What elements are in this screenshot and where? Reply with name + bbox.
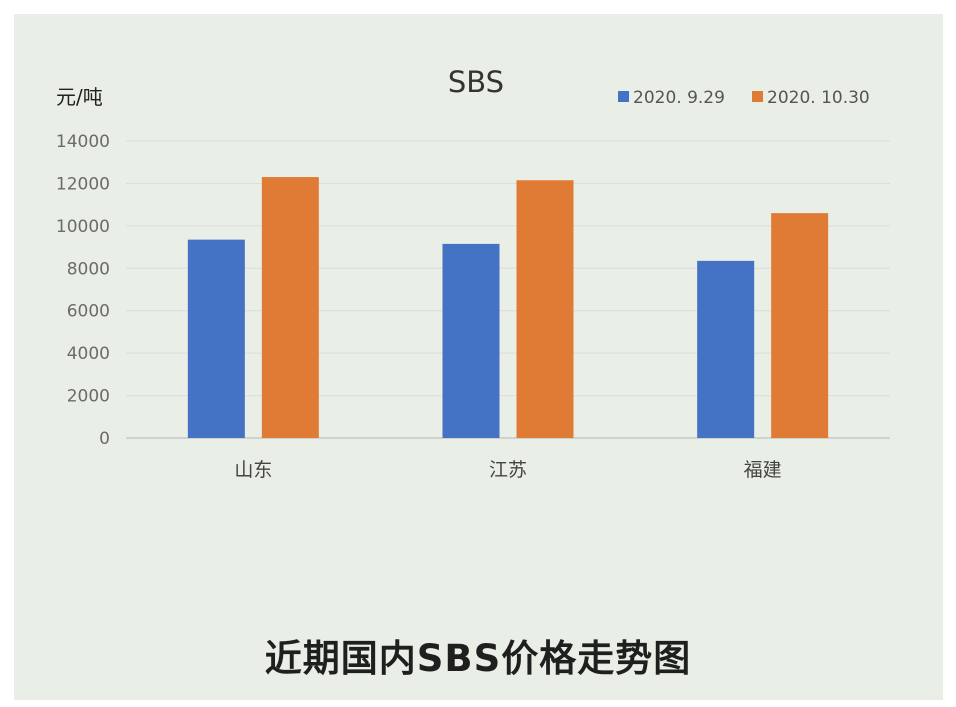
legend-swatch-series-2: [752, 91, 763, 102]
y-tick-label: 2000: [67, 387, 110, 407]
y-axis-unit-label: 元/吨: [56, 85, 103, 109]
y-tick-label: 14000: [56, 132, 110, 152]
x-axis-categories: 山东 江苏 福建: [234, 459, 781, 481]
figure-caption: 近期国内SBS价格走势图: [264, 637, 692, 680]
bar: [442, 243, 500, 438]
bars: [187, 177, 829, 439]
legend: 2020. 9.29 2020. 10.30: [618, 88, 870, 108]
y-axis-ticks: 0 2000 4000 6000 8000 10000 12000 14000: [56, 132, 110, 449]
x-category-label: 山东: [234, 459, 272, 481]
y-tick-label: 6000: [67, 302, 110, 322]
legend-label-series-1: 2020. 9.29: [633, 88, 725, 108]
gridlines: [126, 140, 890, 439]
legend-label-series-2: 2020. 10.30: [767, 88, 870, 108]
y-tick-label: 8000: [67, 259, 110, 279]
chart-title: SBS: [448, 65, 504, 99]
bar: [261, 177, 319, 439]
bar: [187, 239, 245, 438]
bar: [697, 260, 755, 438]
x-category-label: 福建: [744, 459, 782, 481]
y-tick-label: 0: [99, 429, 110, 449]
y-tick-label: 4000: [67, 344, 110, 364]
bar: [516, 180, 574, 438]
y-tick-label: 12000: [56, 174, 110, 194]
x-category-label: 江苏: [489, 459, 527, 481]
legend-swatch-series-1: [618, 91, 629, 102]
bar: [771, 213, 829, 438]
y-tick-label: 10000: [56, 217, 110, 237]
